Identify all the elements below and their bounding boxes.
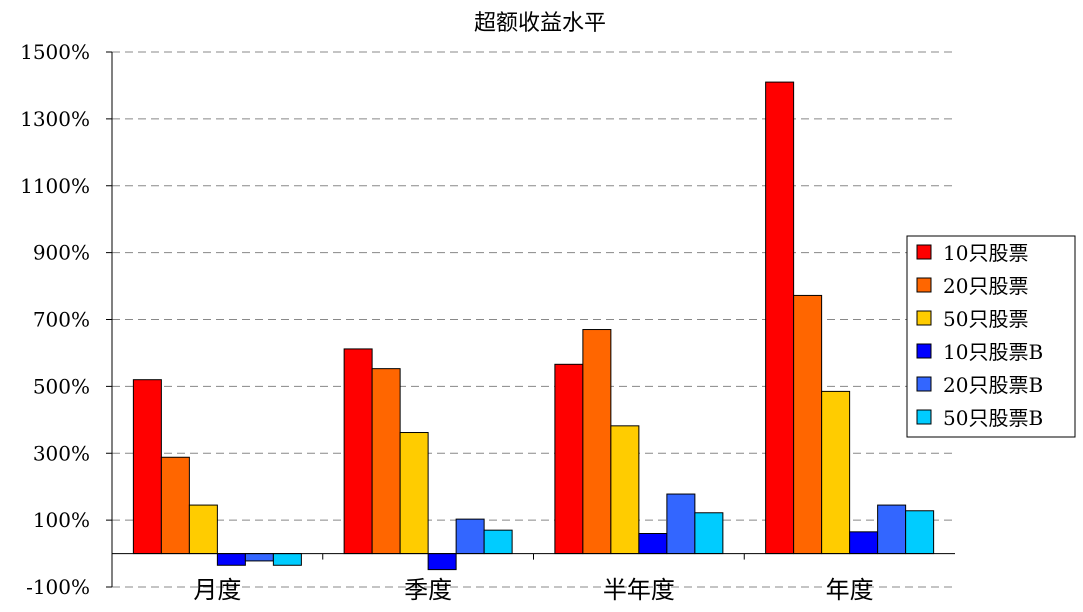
bar xyxy=(694,512,724,555)
legend-label: 20只股票B xyxy=(943,373,1043,397)
legend-label: 10只股票B xyxy=(943,340,1043,364)
x-tick-label: 月度 xyxy=(193,576,241,604)
bar xyxy=(905,510,935,555)
bar xyxy=(877,504,907,555)
bar xyxy=(638,533,668,555)
bar xyxy=(427,553,457,571)
y-tick-label: 700% xyxy=(33,308,90,332)
chart-title: 超额收益水平 xyxy=(474,11,606,36)
legend-swatch xyxy=(916,277,932,293)
bar xyxy=(399,432,429,555)
x-tick-label: 半年度 xyxy=(603,576,675,604)
bar xyxy=(371,368,401,555)
bar xyxy=(483,529,513,555)
bar xyxy=(582,329,612,555)
bar xyxy=(216,553,246,566)
y-tick-label: 1100% xyxy=(20,174,90,198)
x-tick-label: 年度 xyxy=(826,576,874,604)
legend-label: 20只股票 xyxy=(943,274,1028,298)
y-tick-label: 300% xyxy=(33,441,90,465)
bar xyxy=(132,379,162,555)
bar xyxy=(765,81,795,555)
bar xyxy=(343,348,373,555)
bars xyxy=(132,81,935,571)
legend: 10只股票 20只股票 50只股票 10只股票B 20只股票B 50只股票B xyxy=(906,235,1076,438)
legend-swatch xyxy=(916,244,932,260)
y-tick-label: 1300% xyxy=(20,107,90,131)
y-tick-label: 500% xyxy=(33,374,90,398)
legend-swatch xyxy=(916,343,932,359)
bar xyxy=(666,493,696,555)
bar xyxy=(188,504,218,555)
legend-label: 50只股票B xyxy=(943,406,1043,430)
legend-swatch xyxy=(916,310,932,326)
y-axis: -100% 100% 300% 500% 700% 900% 1100% 1300% 1500% xyxy=(20,40,113,599)
y-tick-label: 100% xyxy=(33,508,90,532)
bar xyxy=(821,390,851,555)
bar xyxy=(610,425,640,555)
bar xyxy=(849,531,879,555)
legend-box xyxy=(906,235,1076,438)
legend-swatch xyxy=(916,376,932,392)
bar xyxy=(455,518,485,555)
y-tick-label: 900% xyxy=(33,241,90,265)
legend-swatch xyxy=(916,409,932,425)
bar xyxy=(554,363,584,555)
legend-label: 10只股票 xyxy=(943,241,1028,265)
bar xyxy=(272,553,302,566)
x-tick-label: 季度 xyxy=(404,576,452,604)
bar xyxy=(244,553,274,562)
y-tick-label: -100% xyxy=(26,575,90,599)
bar xyxy=(793,294,823,555)
legend-label: 50只股票 xyxy=(943,307,1028,331)
y-tick-label: 1500% xyxy=(20,40,90,64)
x-axis: 月度 季度 半年度 年度 xyxy=(112,553,955,604)
bar xyxy=(160,456,190,555)
